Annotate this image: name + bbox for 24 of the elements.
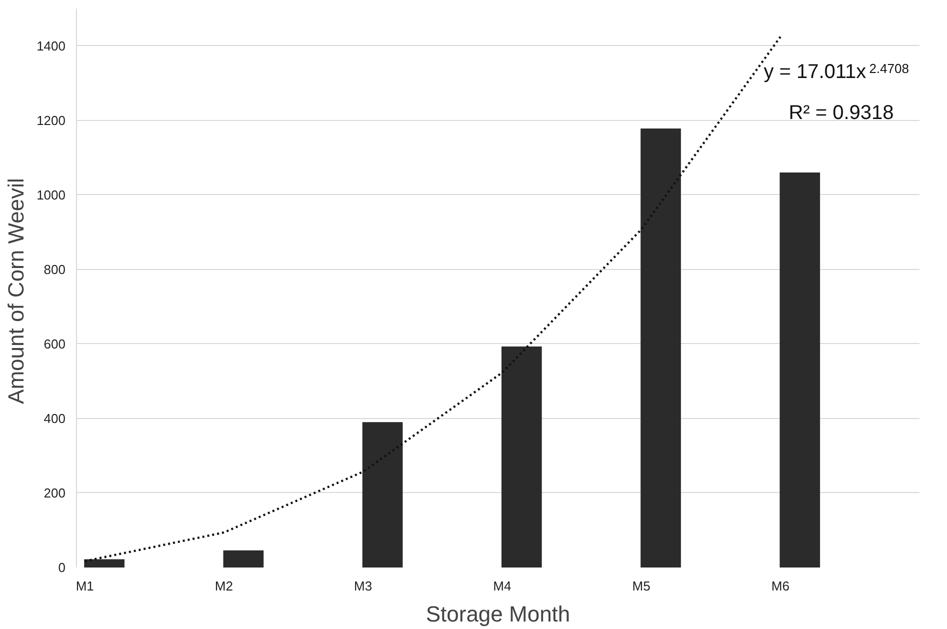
bar [223,550,264,568]
y-tick-label: 1000 [36,187,66,202]
bar [362,422,403,568]
y-tick-label: 200 [44,485,66,500]
y-tick-label: 0 [58,560,66,575]
line-series [84,36,782,562]
x-tick-label: M3 [354,578,372,594]
bar [640,128,681,568]
x-tick-label: M2 [214,578,233,594]
y-axis-title: Amount of Corn Weevil [4,178,29,404]
y-tick-label: 600 [44,336,66,352]
bar [780,172,820,568]
y-tick-label: 800 [44,262,66,277]
y-tick-label: 1400 [36,38,66,54]
bar [84,559,124,568]
x-tick-label: M1 [76,578,94,594]
x-tick-label: M4 [493,578,512,594]
x-tick-label: M5 [632,578,650,594]
y-tick-label: 1200 [36,112,66,128]
y-tick-label: 400 [44,410,66,426]
x-tick-label: M6 [771,578,790,594]
x-axis-title: Storage Month [426,602,570,626]
bar [501,346,542,568]
annotation: R² = 0.9318 [788,102,894,124]
